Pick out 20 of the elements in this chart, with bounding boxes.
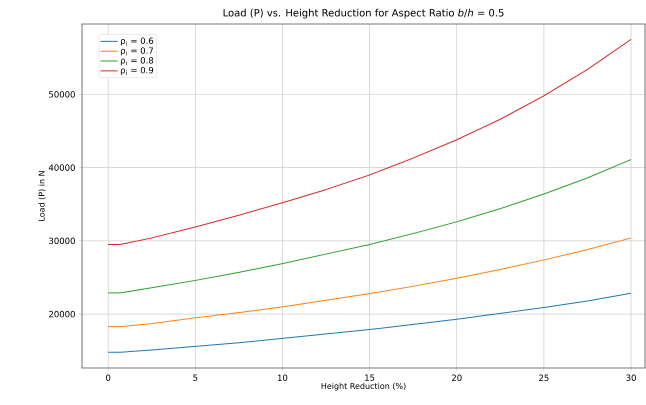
legend-label: ρ$_{i}$ = 0.7 — [120, 47, 154, 56]
x-tick-label: 5 — [193, 374, 198, 381]
chart-title: Load (P) vs. Height Reduction for Aspect Ratio b/h = 0.5 — [224, 8, 504, 18]
x-tick-label: 0 — [106, 374, 110, 381]
y-axis-title: Load (P) in N — [38, 171, 46, 221]
legend-label: ρ$_{i}$ = 0.9 — [120, 66, 154, 76]
x-tick-label: 10 — [278, 374, 288, 381]
x-tick-label: 20 — [452, 374, 462, 381]
line-series — [108, 159, 632, 294]
legend-label: ρ$_{i}$ = 0.8 — [120, 57, 154, 66]
x-tick-label: 15 — [365, 374, 374, 381]
y-tick-label: 40000 — [48, 164, 75, 171]
x-axis-title: Height Reduction (%) — [322, 382, 406, 391]
line-series — [108, 38, 632, 246]
x-tick-label: 30 — [626, 374, 636, 381]
y-tick-label: 20000 — [49, 310, 75, 318]
y-tick-label: 50000 — [49, 91, 75, 98]
y-tick-label: 30000 — [49, 238, 75, 244]
x-tick-label: 25 — [539, 374, 549, 381]
legend-label: ρ$_{i}$ = 0.6 — [120, 38, 154, 46]
